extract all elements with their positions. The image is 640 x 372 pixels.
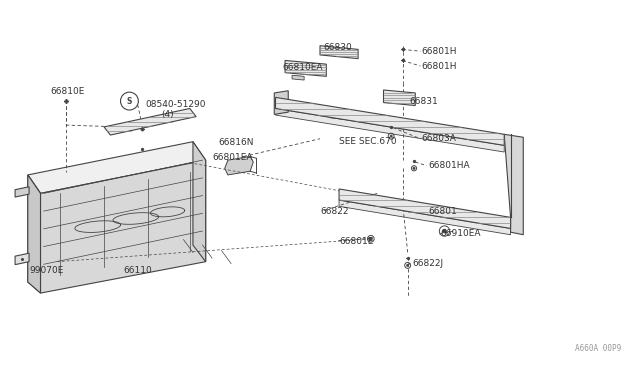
- Text: 66830: 66830: [323, 43, 352, 52]
- Text: 66801: 66801: [428, 207, 457, 217]
- Polygon shape: [15, 187, 29, 197]
- Polygon shape: [330, 113, 346, 119]
- Circle shape: [413, 167, 415, 169]
- Polygon shape: [193, 142, 205, 262]
- Polygon shape: [104, 109, 196, 135]
- Polygon shape: [292, 75, 304, 80]
- Circle shape: [390, 135, 392, 137]
- Circle shape: [369, 237, 372, 240]
- Circle shape: [443, 229, 446, 233]
- Text: SEE SEC.670: SEE SEC.670: [339, 137, 397, 146]
- Polygon shape: [396, 122, 412, 128]
- Polygon shape: [383, 90, 415, 106]
- Text: 66801H: 66801H: [422, 47, 457, 56]
- Polygon shape: [28, 142, 205, 193]
- Text: (4): (4): [161, 109, 174, 119]
- Polygon shape: [28, 175, 40, 293]
- Polygon shape: [28, 175, 40, 293]
- Text: 66801E: 66801E: [339, 237, 373, 246]
- Text: A660A 00P9: A660A 00P9: [575, 344, 621, 353]
- Text: 66816N: 66816N: [218, 138, 254, 147]
- Text: 66801HA: 66801HA: [428, 161, 470, 170]
- Polygon shape: [320, 46, 358, 59]
- Polygon shape: [339, 189, 511, 228]
- Text: 66801H: 66801H: [422, 61, 457, 71]
- Polygon shape: [225, 157, 253, 175]
- Polygon shape: [276, 109, 504, 152]
- Text: 08540-51290: 08540-51290: [145, 100, 206, 109]
- Polygon shape: [15, 253, 29, 264]
- Text: S: S: [127, 97, 132, 106]
- Polygon shape: [276, 97, 504, 145]
- Polygon shape: [285, 61, 326, 76]
- Text: 66803A: 66803A: [422, 134, 456, 143]
- Text: 66801EA: 66801EA: [212, 153, 253, 163]
- Polygon shape: [504, 134, 524, 235]
- Text: 66110: 66110: [123, 266, 152, 275]
- Polygon shape: [40, 160, 205, 293]
- Polygon shape: [447, 208, 485, 223]
- Text: 66910EA: 66910EA: [441, 230, 481, 238]
- Polygon shape: [275, 91, 288, 114]
- Circle shape: [406, 264, 409, 266]
- Text: 66810EA: 66810EA: [282, 63, 323, 72]
- Polygon shape: [339, 200, 511, 235]
- Text: 66822: 66822: [320, 207, 349, 217]
- Text: 66831: 66831: [409, 97, 438, 106]
- Text: 66822J: 66822J: [412, 259, 444, 268]
- Text: 66810E: 66810E: [50, 87, 84, 96]
- Text: 99070E: 99070E: [29, 266, 63, 275]
